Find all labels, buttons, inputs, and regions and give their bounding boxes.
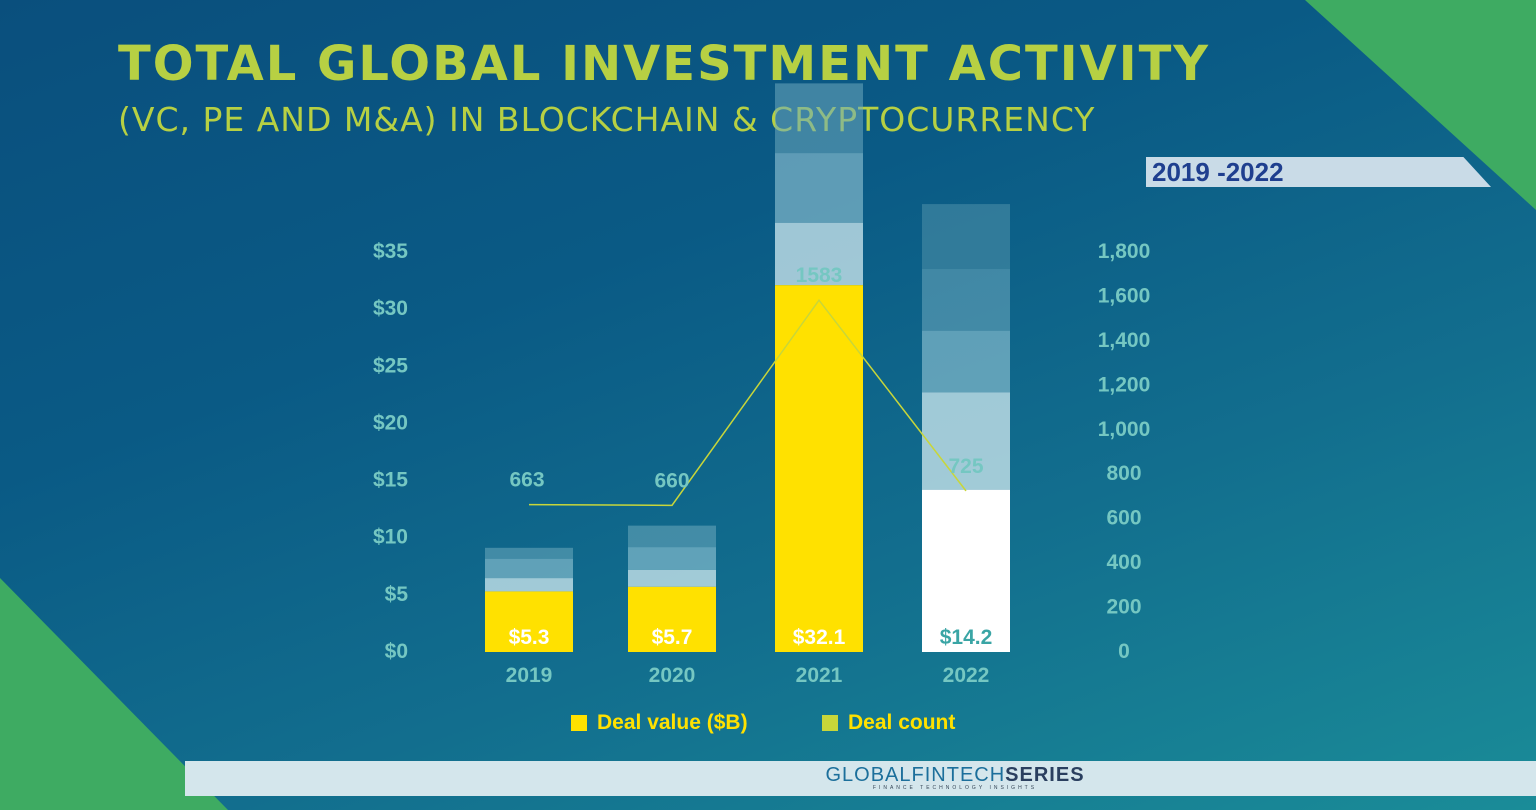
- stack-segment: [922, 269, 1010, 331]
- legend-item-deal-value: Deal value ($B): [571, 711, 748, 735]
- right-axis-tick: 1,400: [1098, 329, 1151, 352]
- legend-label-deal-count: Deal count: [848, 711, 956, 734]
- legend-swatch-deal-count: [822, 715, 838, 731]
- right-axis-tick: 1,200: [1098, 373, 1151, 396]
- stack-segment: [922, 392, 1010, 490]
- brand-name: GLOBALFINTECHSERIES: [825, 764, 1085, 786]
- stack-segment: [485, 547, 573, 559]
- period-badge: 2019 -2022: [1146, 157, 1491, 187]
- category-label: 2019: [506, 664, 553, 687]
- stack-segment: [628, 569, 716, 587]
- left-axis-tick: $10: [373, 526, 408, 549]
- right-axis-tick: 600: [1106, 507, 1141, 530]
- chart-title: TOTAL GLOBAL INVESTMENT ACTIVITY: [118, 36, 1211, 92]
- deal-count-label: 725: [948, 455, 983, 478]
- left-axis-tick: $25: [373, 354, 408, 377]
- right-axis-tick: 200: [1106, 596, 1141, 619]
- deal-value-bar: [775, 285, 863, 652]
- legend-swatch-deal-value: [571, 715, 587, 731]
- deal-count-label: 1583: [796, 264, 843, 287]
- deal-value-bar: [485, 591, 573, 652]
- deal-count-label: 660: [654, 469, 689, 492]
- right-axis-tick: 400: [1106, 551, 1141, 574]
- legend-label-deal-value: Deal value ($B): [597, 711, 748, 734]
- stack-segment: [485, 558, 573, 579]
- category-label: 2022: [943, 664, 990, 687]
- left-axis-tick: $5: [385, 583, 409, 606]
- right-axis-tick: 800: [1106, 462, 1141, 485]
- footer-band: GLOBALFINTECHSERIES FINANCE TECHNOLOGY I…: [185, 761, 1536, 796]
- right-axis-tick: 1,000: [1098, 418, 1151, 441]
- stack-segment: [485, 578, 573, 592]
- chart-subtitle: (VC, PE AND M&A) IN BLOCKCHAIN & CRYPTOC…: [118, 100, 1096, 139]
- brand-tagline: FINANCE TECHNOLOGY INSIGHTS: [872, 785, 1038, 791]
- stack-segment: [628, 525, 716, 548]
- stack-segment: [922, 330, 1010, 393]
- deal-value-label: $32.1: [793, 626, 846, 649]
- period-label: 2019 -2022: [1152, 157, 1284, 187]
- legend-item-deal-count: Deal count: [822, 711, 955, 735]
- deal-count-line: [528, 298, 967, 507]
- stack-segment: [628, 547, 716, 570]
- stack-segment: [775, 222, 863, 286]
- right-axis-tick: 1,800: [1098, 240, 1151, 263]
- left-axis-tick: $15: [373, 469, 408, 492]
- deal-value-label: $14.2: [940, 626, 993, 649]
- deal-value-label: $5.7: [652, 626, 693, 649]
- right-axis-tick: 0: [1118, 640, 1130, 663]
- left-axis-tick: $0: [385, 640, 408, 663]
- deal-value-bar: [628, 586, 716, 652]
- deal-value-bar: [922, 489, 1010, 652]
- category-label: 2020: [649, 664, 696, 687]
- left-axis-tick: $35: [373, 240, 408, 263]
- brand-logo: GLOBALFINTECHSERIES FINANCE TECHNOLOGY I…: [645, 761, 1265, 791]
- left-axis-tick: $20: [373, 411, 408, 434]
- stack-segment: [775, 153, 863, 223]
- left-axis-tick: $30: [373, 297, 408, 320]
- category-label: 2021: [796, 664, 843, 687]
- stack-segment: [922, 204, 1010, 270]
- deal-count-label: 663: [509, 469, 544, 492]
- stack-segment: [775, 83, 863, 154]
- right-axis-tick: 1,600: [1098, 284, 1151, 307]
- deal-value-label: $5.3: [509, 626, 550, 649]
